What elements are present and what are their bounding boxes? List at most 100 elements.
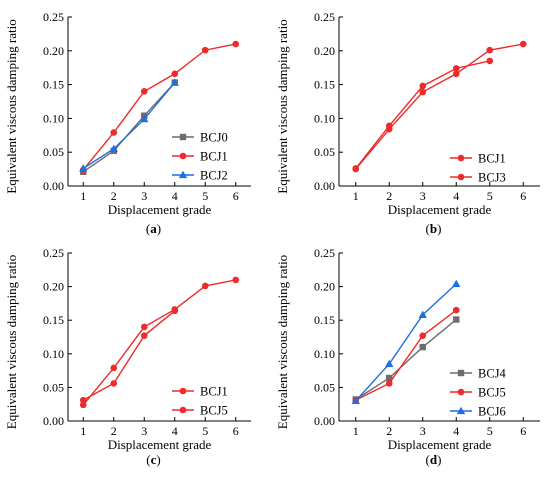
y-tick-label: 0.05: [43, 145, 64, 159]
series-line-BCJ5: [82, 310, 176, 401]
y-axis-title: Equivalent viscous damping ratio: [4, 255, 19, 429]
legend: BCJ4 BCJ5 BCJ6: [450, 367, 507, 419]
series-BCJ5: [352, 306, 460, 404]
legend-label-BCJ5: BCJ5: [200, 404, 228, 418]
y-tick-label: 0.10: [43, 347, 64, 361]
series-line-BCJ0: [82, 82, 176, 173]
y-tick-label: 0.20: [43, 280, 64, 294]
legend-label-BCJ5: BCJ5: [478, 386, 506, 400]
series-BCJ6: [351, 279, 461, 404]
y-tick-label: 0.25: [314, 246, 335, 260]
data-point-BCJ4: [386, 374, 393, 382]
data-point-BCJ1: [452, 70, 460, 78]
data-point-BCJ1: [140, 323, 148, 331]
legend-marker-BCJ1: [179, 152, 187, 160]
x-tick-label: 1: [80, 189, 86, 203]
x-tick-label: 5: [487, 189, 493, 203]
data-point-BCJ1: [486, 46, 494, 54]
data-point-BCJ1: [201, 46, 209, 54]
panel-label: (b): [426, 221, 442, 236]
data-point-BCJ2: [170, 78, 179, 86]
data-point-BCJ3: [419, 82, 427, 90]
x-tick-label: 2: [386, 189, 392, 203]
legend-marker-BCJ1: [457, 154, 465, 162]
legend-marker-BCJ5: [179, 406, 187, 414]
data-point-BCJ4: [419, 343, 426, 351]
legend-label-BCJ6: BCJ6: [478, 405, 506, 419]
series-BCJ5: [79, 307, 179, 404]
series-line-BCJ3: [355, 60, 490, 169]
series-BCJ2: [79, 78, 179, 172]
data-point-BCJ5: [79, 396, 87, 404]
x-tick-label: 2: [111, 189, 117, 203]
x-tick-label: 6: [233, 189, 239, 203]
y-tick-label: 0.00: [43, 414, 64, 428]
x-tick-label: 4: [172, 424, 178, 438]
y-axis-title: Equivalent viscous damping ratio: [4, 19, 19, 193]
x-tick-label: 4: [172, 189, 178, 203]
data-point-BCJ3: [486, 57, 494, 65]
y-tick-label: 0.00: [314, 179, 335, 193]
y-axis-title: Equivalent viscous damping ratio: [275, 255, 290, 429]
chart-panel-c: 0.00 0.05 0.10 0.15 0.20 0.25 1 2 3 4 5 6 Displaceme…: [4, 246, 251, 467]
data-point-BCJ5: [452, 306, 460, 314]
legend-marker-BCJ4: [457, 369, 465, 377]
data-point-BCJ1: [232, 40, 240, 48]
panel-label: (d): [426, 452, 442, 467]
x-tick-label: 4: [453, 424, 459, 438]
y-tick-label: 0.15: [314, 78, 335, 92]
y-tick-label: 0.25: [43, 10, 64, 24]
x-tick-label: 2: [386, 424, 392, 438]
legend-label-BCJ3: BCJ3: [478, 171, 506, 185]
series-line-BCJ1: [82, 43, 236, 171]
panel-label: (a): [146, 221, 161, 236]
x-tick-label: 6: [520, 424, 526, 438]
x-tick-label: 1: [80, 424, 86, 438]
x-tick-label: 3: [420, 424, 426, 438]
y-tick-label: 0.20: [43, 44, 64, 58]
data-point-BCJ6: [418, 310, 427, 318]
data-point-BCJ1: [171, 70, 179, 78]
chart-panel-a: 0.00 0.05 0.10 0.15 0.20 0.25 1 2 3 4 5 6 Displaceme…: [4, 10, 251, 236]
series-line-BCJ6: [355, 283, 457, 402]
data-point-BCJ1: [110, 129, 118, 136]
data-point-BCJ6: [385, 359, 394, 368]
data-point-BCJ2: [79, 164, 88, 172]
x-tick-label: 1: [353, 424, 359, 438]
data-point-BCJ3: [385, 122, 393, 130]
data-point-BCJ1: [140, 88, 148, 95]
series-BCJ3: [352, 57, 494, 172]
legend-marker-BCJ3: [457, 173, 465, 181]
legend-label-BCJ4: BCJ4: [478, 367, 507, 381]
x-axis-title: Displacement grade: [388, 437, 492, 452]
data-point-BCJ5: [171, 307, 179, 315]
series-line-BCJ1: [82, 279, 236, 406]
data-point-BCJ1: [232, 276, 240, 284]
y-tick-label: 0.15: [43, 313, 64, 327]
data-point-BCJ5: [140, 332, 148, 339]
data-point-BCJ1: [419, 88, 427, 96]
x-tick-label: 2: [111, 424, 117, 438]
legend-marker-BCJ6: [456, 406, 466, 415]
y-tick-label: 0.00: [43, 179, 64, 193]
chart-panel-d: 0.00 0.05 0.10 0.15 0.20 0.25 1 2 3 4 5 6 Displaceme…: [275, 246, 540, 467]
series-line-BCJ1: [355, 43, 524, 170]
legend-label-BCJ1: BCJ1: [478, 152, 506, 166]
data-point-BCJ1: [519, 40, 527, 48]
data-point-BCJ1: [110, 364, 118, 372]
y-tick-label: 0.15: [314, 313, 335, 327]
data-point-BCJ2: [109, 144, 118, 152]
y-tick-label: 0.10: [43, 111, 64, 125]
legend: BCJ1 BCJ5: [172, 385, 228, 418]
data-point-BCJ1: [201, 282, 209, 290]
x-tick-label: 3: [141, 189, 147, 203]
chart-panel-b: 0.00 0.05 0.10 0.15 0.20 0.25 1 2 3 4 5 6 Displaceme…: [275, 10, 540, 236]
y-tick-label: 0.00: [314, 414, 335, 428]
legend-label-BCJ2: BCJ2: [200, 169, 228, 183]
y-tick-label: 0.15: [43, 78, 64, 92]
y-tick-label: 0.25: [43, 246, 64, 260]
data-point-BCJ2: [140, 114, 149, 123]
legend-marker-BCJ0: [179, 133, 187, 141]
y-tick-label: 0.10: [314, 347, 335, 361]
x-tick-label: 5: [202, 424, 208, 438]
